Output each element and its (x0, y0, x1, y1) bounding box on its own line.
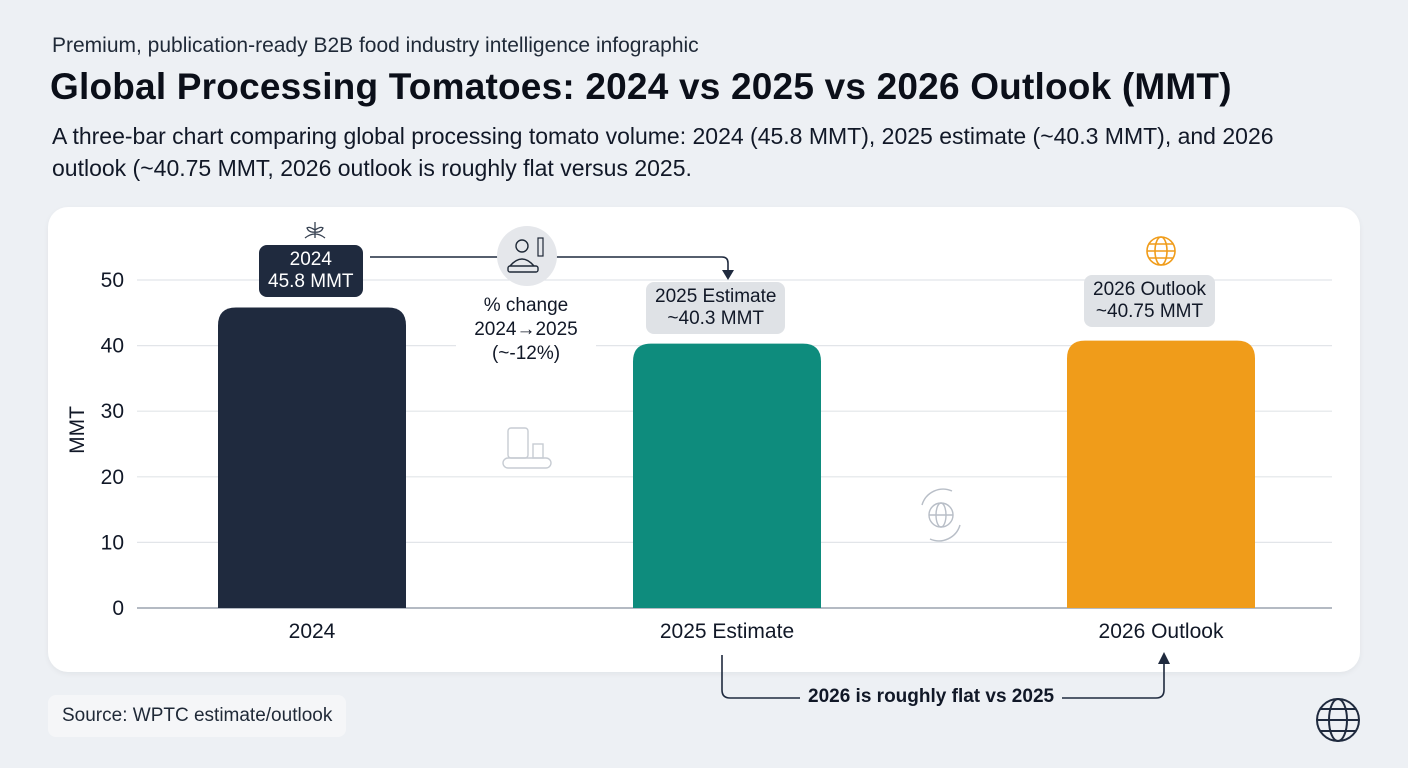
bar-2026-outlook (1067, 340, 1255, 608)
y-tick-label: 20 (101, 466, 124, 489)
data-label-2025: 2025 Estimate ~40.3 MMT (646, 282, 786, 334)
factory-conveyor-icon (502, 427, 552, 469)
source-note: Source: WPTC estimate/outlook (48, 695, 347, 737)
x-tick-label: 2024 (289, 620, 336, 643)
x-tick-label: 2025 Estimate (660, 620, 794, 643)
kicker: Premium, publication-ready B2B food indu… (52, 34, 699, 57)
data-label-value: ~40.3 MMT (667, 308, 765, 329)
data-label-2024: 2024 45.8 MMT (259, 245, 363, 297)
data-label-line: 2024 (289, 249, 332, 270)
data-label-value: ~40.75 MMT (1095, 301, 1204, 322)
y-axis-label: MMT (66, 406, 89, 454)
sprout-icon (304, 222, 326, 239)
data-label-value: 45.8 MMT (268, 271, 354, 292)
data-label-2026: 2026 Outlook ~40.75 MMT (1084, 275, 1216, 327)
y-tick-label: 10 (101, 531, 124, 554)
annotation-line: (~-12%) (491, 343, 561, 364)
arrow-head (1158, 652, 1170, 664)
data-label-line: 2026 Outlook (1093, 279, 1207, 300)
subtitle: A three-bar chart comparing global proce… (52, 123, 1274, 181)
connector-arrow (370, 256, 729, 272)
percent-change-annotation: % change 2024→2025 (~-12%) (456, 294, 596, 366)
bar-2024 (218, 307, 406, 608)
page-title: Global Processing Tomatoes: 2024 vs 2025… (50, 66, 1232, 107)
y-tick-label: 40 (101, 335, 124, 358)
worker-processing-icon (497, 226, 557, 286)
y-tick-label: 30 (101, 400, 124, 423)
y-tick-label: 50 (101, 269, 124, 292)
x-tick-label: 2026 Outlook (1099, 620, 1224, 643)
globe-icon (1316, 698, 1360, 742)
y-tick-label: 0 (112, 597, 124, 620)
annotation-line: 2024→2025 (474, 319, 578, 340)
flat-annotation: 2026 is roughly flat vs 2025 (800, 686, 1063, 708)
globe-icon (1146, 236, 1176, 266)
globe-cycle-icon (921, 488, 961, 542)
data-label-line: 2025 Estimate (655, 286, 777, 307)
annotation-line: % change (483, 295, 569, 316)
arrow-head (722, 270, 734, 280)
bar-2025-estimate (633, 343, 821, 608)
